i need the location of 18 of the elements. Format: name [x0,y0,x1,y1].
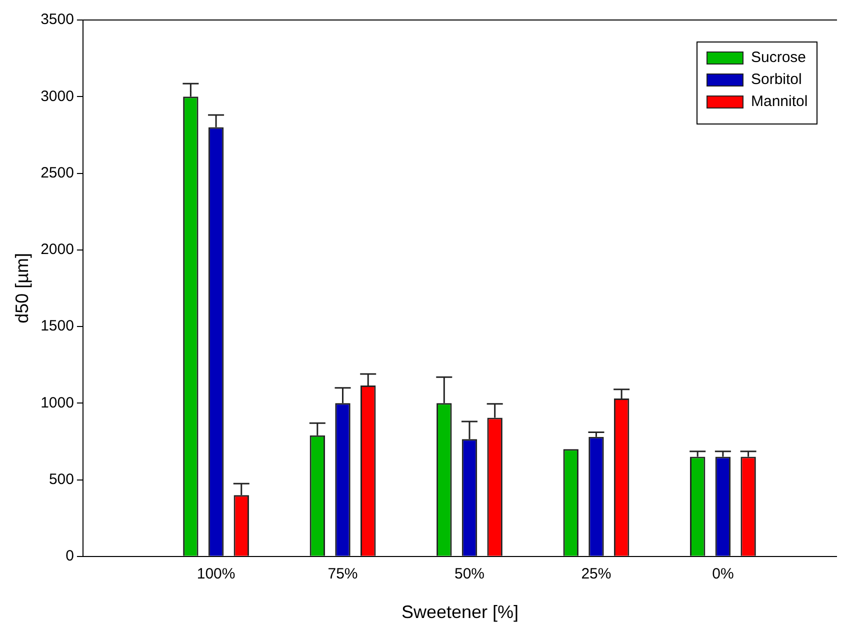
y-tick-label: 2000 [40,241,74,258]
y-tick-label: 0 [66,548,74,565]
y-tick-label: 500 [48,470,74,488]
y-tick-label: 1500 [40,318,74,335]
y-tick-label: 3500 [40,11,74,28]
legend-label: Sorbitol [751,71,802,88]
x-tick-label: 0% [712,566,734,583]
x-axis-title: Sweetener [%] [401,602,519,622]
y-tick-label: 3000 [40,88,74,105]
legend-label: Mannitol [751,93,808,110]
x-tick-label: 25% [581,566,612,583]
y-axis-title: d50 [µm] [12,252,32,324]
x-tick-label: 50% [454,566,485,583]
legend-label: Sucrose [751,49,806,66]
x-tick-label: 100% [196,566,236,583]
y-tick-label: 1000 [40,394,74,412]
x-tick-label: 75% [328,566,358,583]
y-tick-label: 2500 [40,164,74,182]
